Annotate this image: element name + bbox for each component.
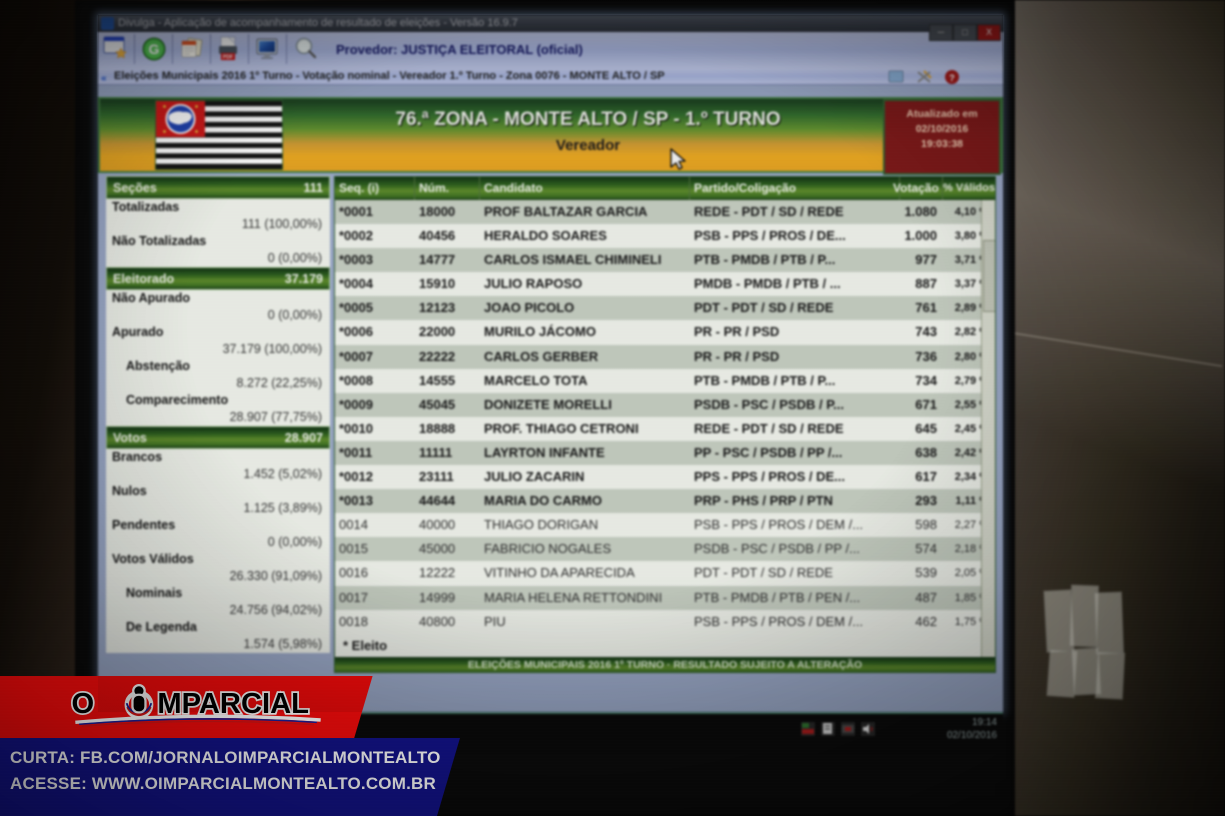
svg-text:G: G — [149, 41, 160, 57]
svg-text:O: O — [72, 688, 95, 720]
svg-text:PDF: PDF — [223, 55, 234, 61]
svg-text:?: ? — [949, 73, 955, 83]
